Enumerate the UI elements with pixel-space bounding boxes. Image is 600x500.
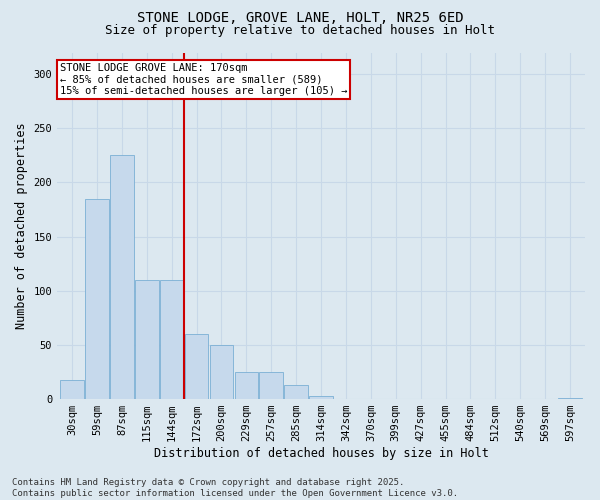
Bar [185,334,208,399]
Bar [160,280,184,399]
Bar [60,380,84,399]
Bar [209,345,233,399]
Bar [110,156,134,399]
Text: STONE LODGE, GROVE LANE, HOLT, NR25 6ED: STONE LODGE, GROVE LANE, HOLT, NR25 6ED [137,11,463,25]
Bar [309,396,333,399]
Bar [259,372,283,399]
Text: Contains HM Land Registry data © Crown copyright and database right 2025.
Contai: Contains HM Land Registry data © Crown c… [12,478,458,498]
Bar [235,372,258,399]
Bar [284,385,308,399]
Bar [558,398,582,399]
Text: Size of property relative to detached houses in Holt: Size of property relative to detached ho… [105,24,495,37]
X-axis label: Distribution of detached houses by size in Holt: Distribution of detached houses by size … [154,447,488,460]
Y-axis label: Number of detached properties: Number of detached properties [15,122,28,329]
Bar [85,198,109,399]
Text: STONE LODGE GROVE LANE: 170sqm
← 85% of detached houses are smaller (589)
15% of: STONE LODGE GROVE LANE: 170sqm ← 85% of … [60,63,347,96]
Bar [135,280,158,399]
